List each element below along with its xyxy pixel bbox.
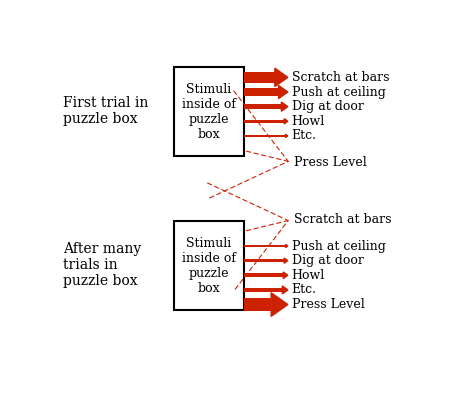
Text: Push at ceiling: Push at ceiling bbox=[292, 85, 386, 99]
Bar bbox=[244, 135, 285, 137]
Text: Dig at door: Dig at door bbox=[292, 100, 364, 113]
Text: Scratch at bars: Scratch at bars bbox=[292, 71, 389, 84]
Polygon shape bbox=[279, 85, 288, 99]
Text: First trial in
puzzle box: First trial in puzzle box bbox=[63, 96, 148, 126]
Bar bbox=[244, 104, 282, 109]
Polygon shape bbox=[283, 286, 288, 294]
Polygon shape bbox=[284, 258, 288, 263]
Bar bbox=[244, 245, 285, 247]
Bar bbox=[174, 67, 244, 156]
Bar bbox=[174, 221, 244, 310]
Text: Howl: Howl bbox=[292, 115, 325, 128]
Polygon shape bbox=[282, 102, 288, 111]
Text: Stimuli
inside of
puzzle
box: Stimuli inside of puzzle box bbox=[182, 83, 236, 141]
Text: Scratch at bars: Scratch at bars bbox=[294, 213, 392, 226]
Bar bbox=[244, 88, 279, 96]
Bar bbox=[244, 298, 271, 312]
Bar bbox=[244, 273, 283, 277]
Text: After many
trials in
puzzle box: After many trials in puzzle box bbox=[63, 242, 141, 288]
Text: Dig at door: Dig at door bbox=[292, 254, 364, 267]
Polygon shape bbox=[283, 272, 288, 279]
Text: Press Level: Press Level bbox=[294, 156, 367, 169]
Text: Howl: Howl bbox=[292, 269, 325, 282]
Bar bbox=[244, 120, 284, 123]
Polygon shape bbox=[285, 134, 288, 138]
Polygon shape bbox=[275, 68, 288, 87]
Text: Push at ceiling: Push at ceiling bbox=[292, 239, 386, 253]
Text: Stimuli
inside of
puzzle
box: Stimuli inside of puzzle box bbox=[182, 237, 236, 295]
Polygon shape bbox=[285, 244, 288, 248]
Text: Etc.: Etc. bbox=[292, 130, 317, 142]
Bar bbox=[244, 288, 283, 292]
Polygon shape bbox=[284, 119, 288, 124]
Text: Etc.: Etc. bbox=[292, 284, 317, 296]
Text: Press Level: Press Level bbox=[292, 298, 365, 311]
Bar bbox=[244, 72, 275, 83]
Bar bbox=[244, 259, 284, 262]
Polygon shape bbox=[271, 293, 288, 316]
